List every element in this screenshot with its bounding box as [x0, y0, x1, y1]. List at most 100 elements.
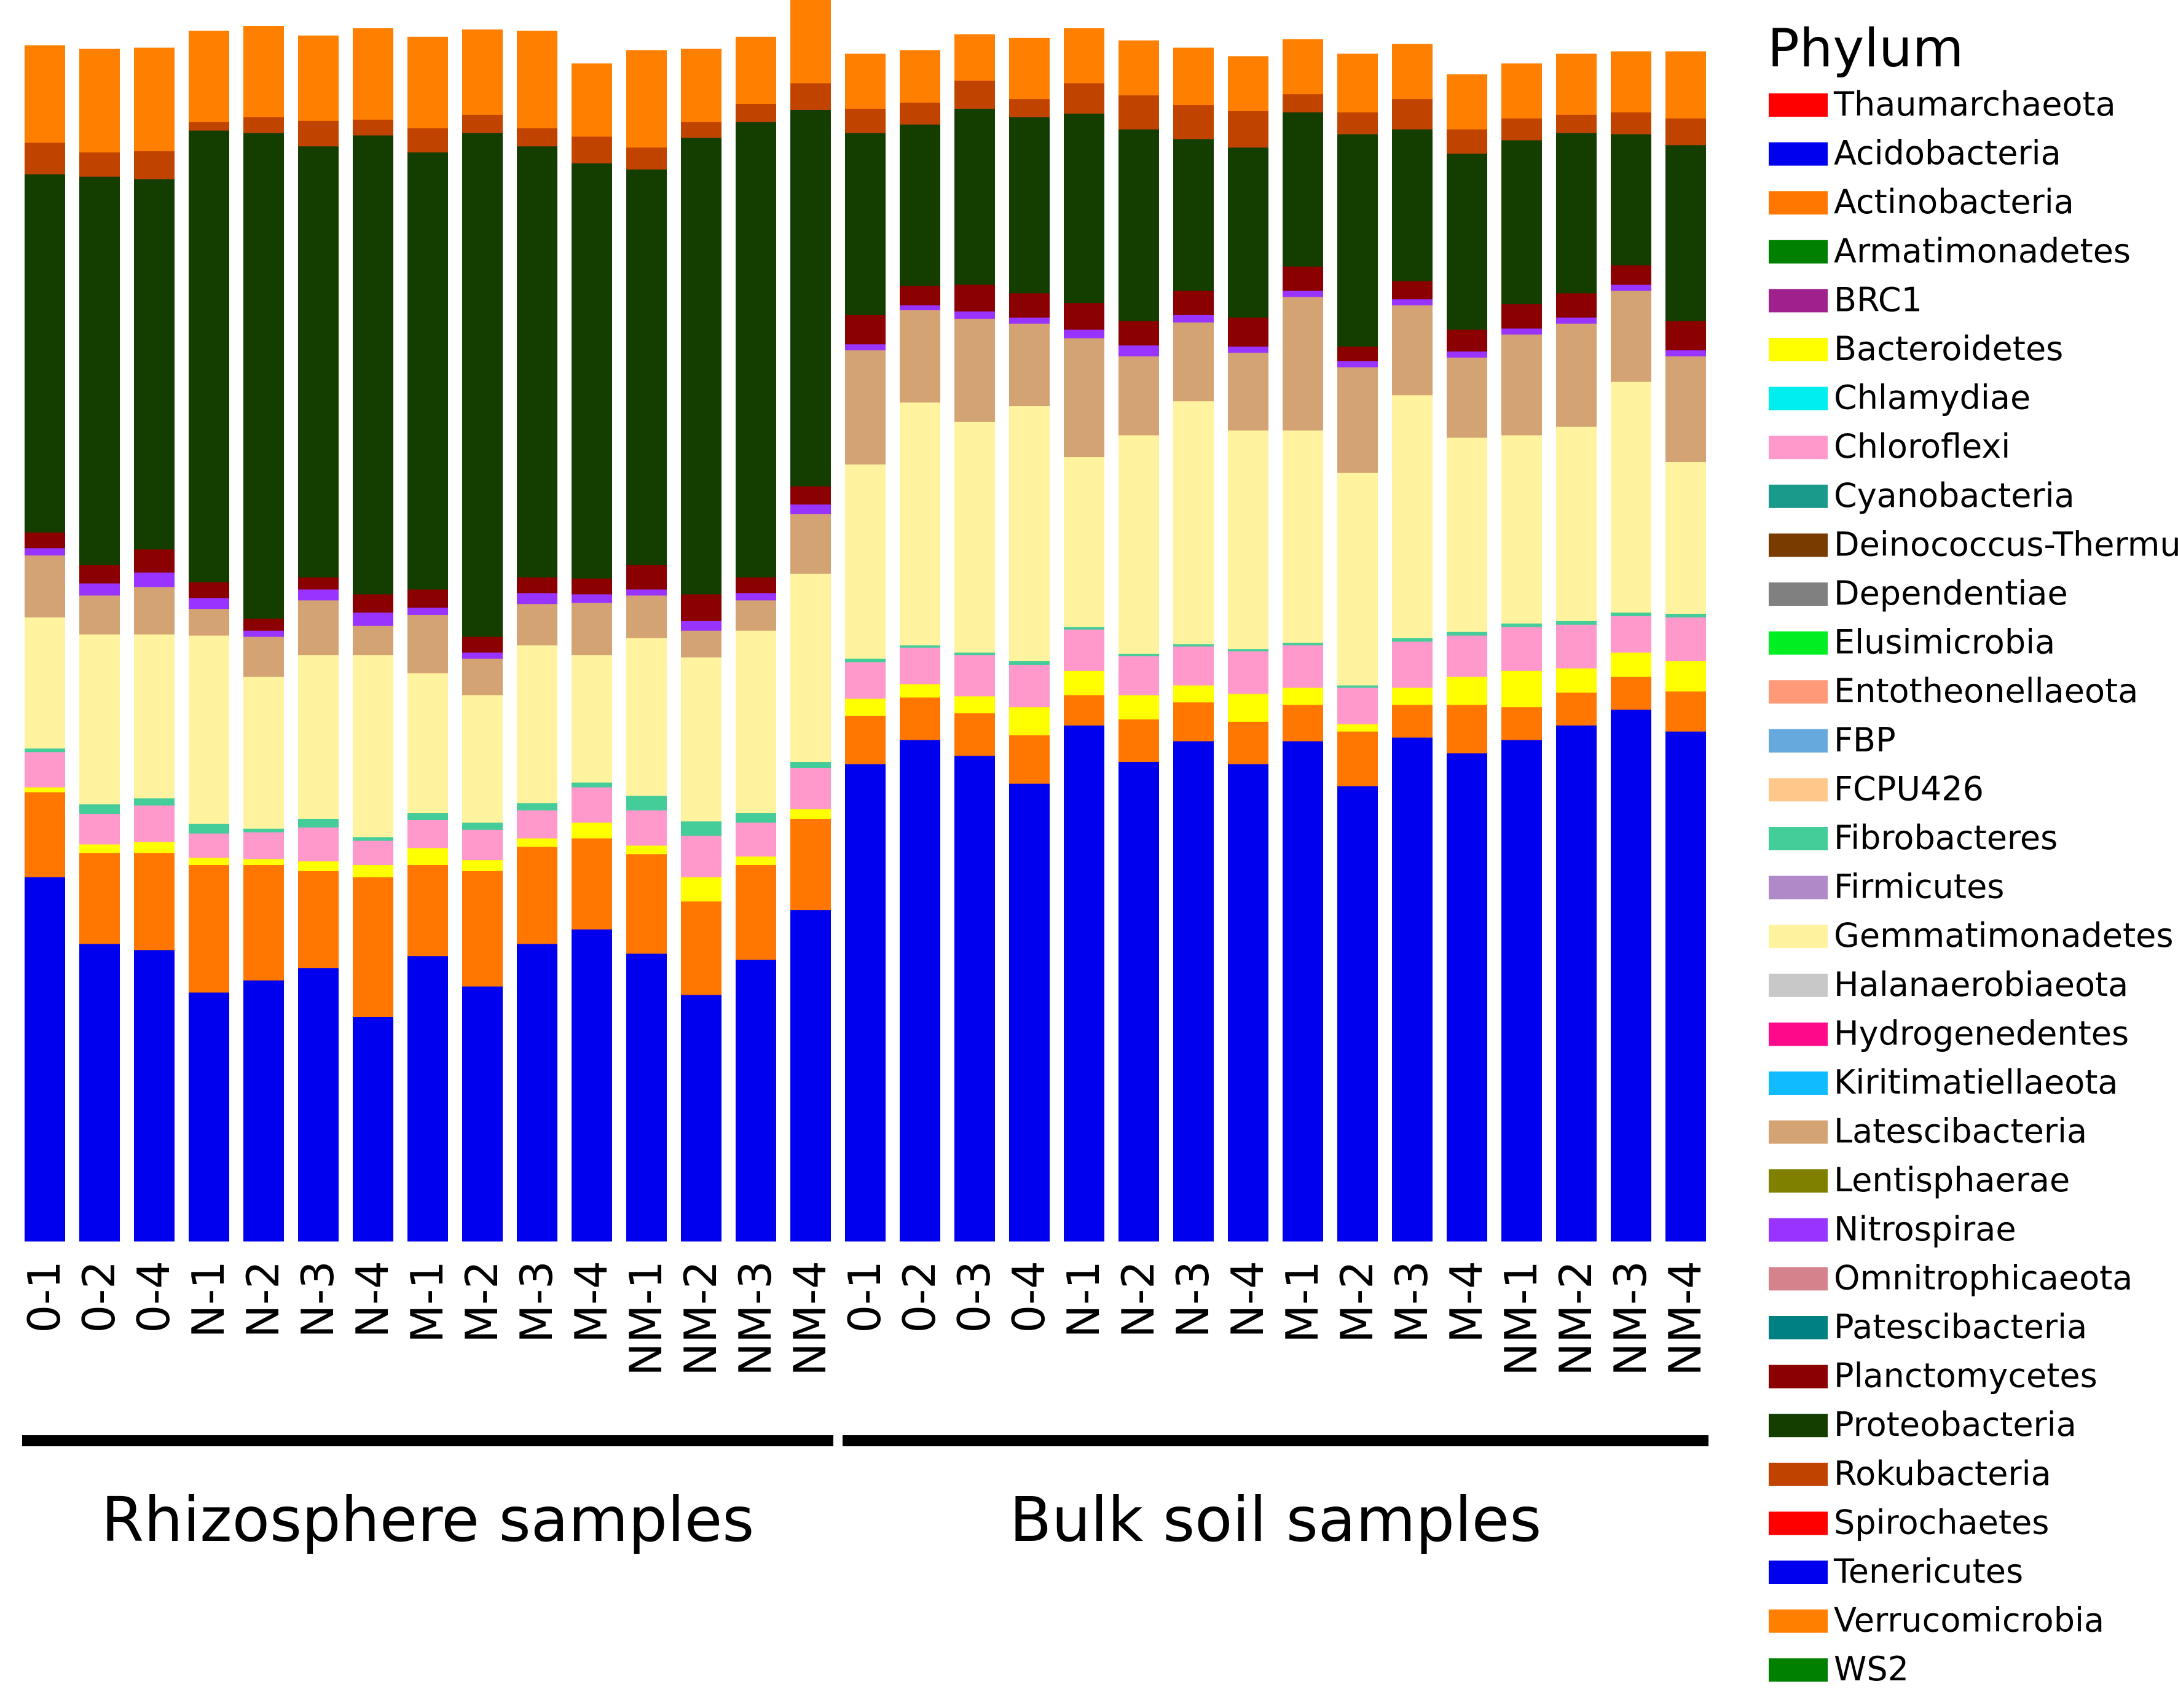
bar-segment-proteobacteria	[407, 152, 448, 590]
legend-item: Tenericutes	[1769, 1552, 2023, 1591]
bar-segment-actinobacteria	[1118, 719, 1159, 762]
legend-label: Cyanobacteria	[1834, 476, 2075, 515]
legend-label: Armatimonadetes	[1834, 232, 2131, 270]
bar-column-23	[1228, 56, 1268, 1242]
bar-segment-chloroflexi	[1447, 635, 1487, 677]
legend-swatch	[1769, 1511, 1828, 1535]
legend-label: Spirochaetes	[1834, 1503, 2049, 1542]
group-label: Bulk soil samples	[1010, 1484, 1542, 1556]
bar-segment-bacteroidetes	[1228, 693, 1268, 722]
bar-segment-proteobacteria	[1501, 139, 1542, 305]
bar-column-25	[1337, 53, 1378, 1242]
bar-segment-fibrobacteres	[353, 836, 393, 841]
bar-segment-chloroflexi	[790, 767, 831, 810]
bar-segment-bacteroidetes	[1173, 684, 1214, 703]
bar-segment-bacteroidetes	[1392, 687, 1433, 705]
bar-segment-proteobacteria	[1447, 153, 1487, 330]
bar-segment-chloroflexi	[845, 662, 886, 699]
x-tick-label: 0-2	[894, 1261, 945, 1333]
bar-segment-proteobacteria	[1173, 138, 1214, 291]
bar-segment-bacteroidetes	[462, 860, 503, 871]
bar-segment-acidobacteria	[1173, 740, 1214, 1242]
legend-label: Elusimicrobia	[1834, 623, 2055, 662]
x-tick-label: NM-3	[729, 1261, 781, 1376]
legend-item: Gemmatimonadetes	[1769, 916, 2174, 955]
bar-segment-acidobacteria	[1009, 783, 1050, 1242]
legend-item: Kiritimatiellaeota	[1769, 1063, 2118, 1102]
bar-segment-bacteroidetes	[1064, 670, 1104, 695]
bar-segment-planctomycetes	[681, 593, 721, 621]
x-tick-label: NM-1	[1495, 1261, 1547, 1376]
bar-segment-proteobacteria	[1009, 117, 1050, 294]
bar-segment-rokubacteria	[1009, 98, 1050, 117]
bar-segment-rokubacteria	[736, 103, 776, 122]
bar-segment-nitrospirae	[572, 593, 612, 603]
bar-segment-fibrobacteres	[1283, 642, 1323, 646]
bar-segment-rokubacteria	[845, 108, 886, 133]
bar-segment-chloroflexi	[1611, 616, 1651, 653]
legend-label: Dependentiae	[1834, 574, 2068, 613]
bar-segment-nitrospirae	[1665, 350, 1706, 357]
bar-segment-rokubacteria	[1173, 104, 1214, 139]
bar-segment-verrucomicrobia	[134, 47, 175, 152]
bar-segment-verrucomicrobia	[353, 28, 393, 120]
bar-segment-nitrospirae	[736, 592, 776, 601]
legend-label: Tenericutes	[1833, 1552, 2023, 1591]
legend-label: FBP	[1834, 721, 1896, 759]
bar-segment-nitrospirae	[298, 589, 339, 601]
bar-segment-actinobacteria	[1173, 702, 1214, 742]
bar-segment-chloroflexi	[1556, 624, 1597, 668]
bar-segment-bacteroidetes	[25, 786, 65, 793]
legend-swatch	[1769, 778, 1828, 802]
legend-label: BRC1	[1834, 280, 1922, 319]
bar-segment-gemmatimonadetes	[1337, 472, 1378, 686]
bar-segment-gemmatimonadetes	[1447, 437, 1487, 632]
legend-item: Dependentiae	[1769, 574, 2068, 613]
bar-segment-actinobacteria	[1392, 704, 1433, 738]
bar-segment-fibrobacteres	[1228, 648, 1268, 652]
bar-segment-actinobacteria	[407, 864, 448, 957]
bar-segment-nitrospirae	[517, 592, 557, 605]
bar-segment-rokubacteria	[1392, 98, 1433, 130]
bar-segment-actinobacteria	[1337, 731, 1378, 786]
legend: Phylum Thaumarchaeota Acidobacteria Actino…	[1767, 18, 2178, 1688]
legend-label: Rokubacteria	[1834, 1454, 2051, 1493]
x-tick-label: M-1	[401, 1261, 453, 1343]
bar-segment-bacteroidetes	[407, 847, 448, 866]
legend-item: Lentisphaerae	[1769, 1161, 2070, 1199]
bar-segment-bacteroidetes	[134, 841, 175, 853]
bar-segment-fibrobacteres	[681, 821, 721, 836]
bar-column-21	[1118, 40, 1159, 1242]
legend-label: FCPU426	[1834, 769, 1984, 808]
bar-segment-bacteroidetes	[790, 809, 831, 819]
bar-segment-fibrobacteres	[900, 644, 940, 648]
bar-segment-rokubacteria	[407, 128, 448, 153]
bar-segment-fibrobacteres	[1665, 613, 1706, 617]
x-tick-label: NM-3	[1605, 1261, 1656, 1376]
bar-segment-proteobacteria	[353, 135, 393, 595]
legend-item: Bacteroidetes	[1769, 329, 2063, 368]
bar-segment-rokubacteria	[626, 147, 667, 170]
bar-segment-planctomycetes	[79, 565, 120, 584]
bar-segment-latescibacteria	[517, 603, 557, 646]
bar-segment-actinobacteria	[1283, 704, 1323, 742]
bar-segment-verrucomicrobia	[407, 36, 448, 128]
bar-segment-nitrospirae	[954, 311, 995, 319]
bar-segment-rokubacteria	[1118, 95, 1159, 130]
bar-segment-chloroflexi	[1337, 687, 1378, 724]
bar-segment-proteobacteria	[25, 174, 65, 533]
bar-segment-fibrobacteres	[572, 782, 612, 788]
bar-column-19	[1009, 37, 1050, 1242]
x-tick-label: NM-4	[784, 1261, 836, 1376]
bar-segment-actinobacteria	[626, 853, 667, 954]
bar-segment-verrucomicrobia	[790, 0, 831, 84]
x-tick-label: 0-4	[128, 1261, 179, 1333]
bar-segment-actinobacteria	[1228, 721, 1268, 765]
legend-item: Acidobacteria	[1769, 134, 2061, 173]
bar-segment-verrucomicrobia	[626, 50, 667, 148]
bar-segment-gemmatimonadetes	[517, 644, 557, 804]
bar-segment-chloroflexi	[1665, 617, 1706, 662]
bar-segment-chloroflexi	[572, 786, 612, 823]
legend-item: Nitrospirae	[1769, 1210, 2016, 1248]
bar-segment-acidobacteria	[1447, 753, 1487, 1242]
